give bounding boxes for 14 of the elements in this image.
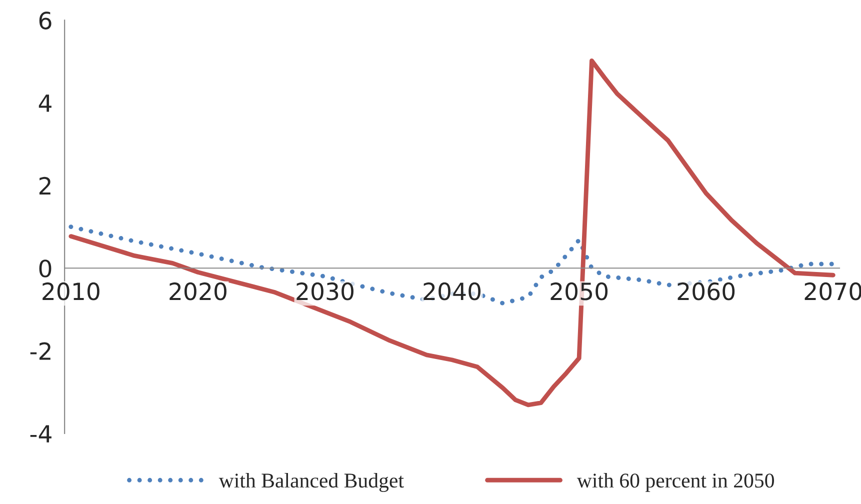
legend-label: with Balanced Budget — [218, 472, 404, 492]
x-tick-label: 2010 — [42, 282, 100, 300]
x-tick-label: 2020 — [170, 282, 226, 300]
y-tick-label: 4 — [38, 94, 52, 112]
y-tick-label: -2 — [30, 342, 50, 360]
y-tick-label: 0 — [39, 260, 52, 278]
y-tick-label: 6 — [39, 12, 52, 30]
x-tick-label: 2050 — [550, 282, 608, 300]
x-tick-label: 2030 — [296, 282, 354, 300]
y-tick-label: 2 — [39, 176, 50, 194]
legend-label: with 60 percent in 2050 — [576, 472, 774, 492]
x-tick-label: 2040 — [424, 282, 480, 300]
x-tick-label: 2060 — [678, 282, 735, 300]
y-tick-label: -4 — [30, 425, 52, 442]
